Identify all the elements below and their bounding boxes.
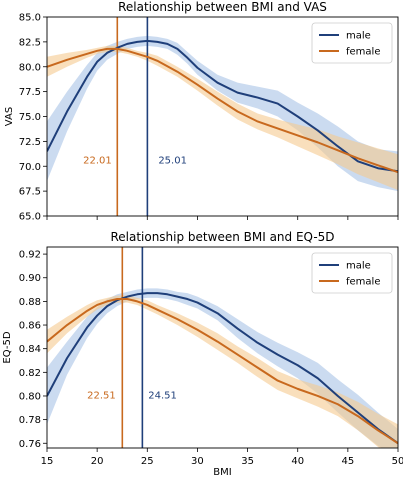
- x-tick-label: 50: [392, 456, 403, 467]
- y-axis-label: VAS: [4, 107, 15, 126]
- chart-panel-1: Relationship between BMI and VAS VAS 22.01…: [4, 0, 399, 223]
- y-tick-label: 0.86: [19, 321, 41, 332]
- y-axis-label: EQ-5D: [2, 331, 13, 363]
- y-tick-label: 70.0: [19, 162, 41, 173]
- series-line-male: [47, 39, 398, 173]
- chart-title: Relationship between BMI and EQ-5D: [110, 230, 334, 244]
- annotation-label: 22.01: [83, 155, 112, 166]
- confidence-band-female: [47, 45, 398, 191]
- legend-box: [311, 252, 393, 294]
- y-tick-label: 0.82: [19, 368, 41, 379]
- legend-label: male: [346, 261, 371, 272]
- legend-label: male: [346, 31, 371, 42]
- legend: male female: [311, 252, 393, 294]
- y-tick-label: 65.0: [19, 212, 41, 223]
- x-tick-label: 25: [141, 456, 154, 467]
- legend-box: [311, 22, 393, 64]
- chart-title: Relationship between BMI and VAS: [118, 0, 327, 14]
- y-tick-label: 0.88: [19, 297, 41, 308]
- chart-panel-2: Relationship between BMI and EQ-5D EQ-5D B…: [2, 230, 403, 478]
- y-tick-label: 0.76: [19, 439, 41, 450]
- plot-area: [47, 247, 398, 448]
- x-tick-label: 30: [191, 456, 204, 467]
- y-tick-label: 85.0: [19, 13, 41, 24]
- y-tick-label: 72.5: [19, 137, 41, 148]
- legend: male female: [311, 22, 393, 64]
- annotation-label: 22.51: [87, 390, 116, 401]
- y-tick-label: 0.84: [19, 344, 41, 355]
- plot-area: [47, 17, 398, 216]
- y-tick-label: 82.5: [19, 37, 41, 48]
- y-tick-label: 0.90: [19, 273, 41, 284]
- plot-frame: [46, 246, 399, 449]
- x-axis-label: BMI: [213, 467, 231, 478]
- y-tick-label: 67.5: [19, 187, 41, 198]
- y-tick-label: 0.80: [19, 391, 41, 402]
- series-line-female: [47, 47, 398, 174]
- y-tick-label: 0.78: [19, 415, 41, 426]
- series-line-male: [47, 292, 398, 445]
- x-tick-label: 15: [41, 456, 54, 467]
- y-tick-label: 75.0: [19, 112, 41, 123]
- x-tick-label: 20: [91, 456, 104, 467]
- y-tick-label: 0.92: [19, 250, 41, 261]
- y-tick-label: 77.5: [19, 87, 41, 98]
- x-tick-label: 35: [241, 456, 254, 467]
- x-tick-label: 40: [291, 456, 304, 467]
- y-tick-label: 80.0: [19, 62, 41, 73]
- legend-label: female: [346, 277, 380, 288]
- legend-label: female: [346, 47, 380, 58]
- annotation-label: 25.01: [158, 155, 187, 166]
- annotation-label: 24.51: [148, 390, 177, 401]
- confidence-band-female: [47, 295, 398, 448]
- x-tick-label: 45: [341, 456, 354, 467]
- series-line-female: [47, 298, 398, 445]
